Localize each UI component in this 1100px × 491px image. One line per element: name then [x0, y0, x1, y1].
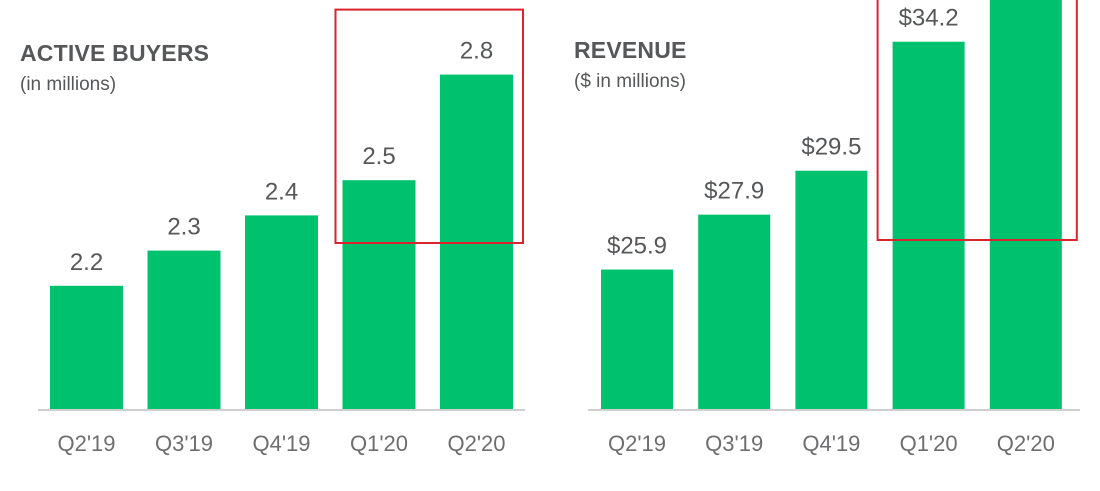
revenue-bar-chart: $25.9 Q2'19 $27.9 Q3'19 $29.5 Q4'19 $34.2 Q1'20…: [588, 0, 1080, 456]
x-tick-label: Q4'19: [252, 431, 310, 456]
x-tick-label: Q1'20: [350, 431, 408, 456]
bar-Q3'19: [698, 214, 771, 409]
x-tick-label: Q2'19: [57, 431, 115, 456]
bar-Q1'20: [342, 180, 416, 409]
bar-Q3'19: [147, 250, 221, 409]
chart-title: ACTIVE BUYERS: [20, 40, 210, 66]
x-tick-label: Q3'19: [155, 431, 213, 456]
bar-Q2'19: [601, 269, 673, 409]
data-label: 2.8: [460, 38, 493, 65]
data-label: $34.2: [899, 5, 959, 32]
bar-Q1'20: [892, 41, 965, 410]
chart-title: REVENUE: [574, 37, 687, 63]
data-label: 2.4: [265, 178, 298, 205]
chart-subtitle: ($ in millions): [574, 71, 686, 92]
bar-Q4'19: [795, 170, 868, 409]
data-label: $29.5: [801, 134, 861, 161]
data-label: 2.2: [70, 249, 103, 276]
x-tick-label: Q2'19: [608, 431, 666, 456]
revenue-chart-panel: REVENUE ($ in millions) $25.9 Q2'19 $27.9 Q…: [550, 0, 1100, 491]
data-label: $27.9: [704, 178, 764, 205]
bar-Q2'20: [989, 0, 1062, 409]
active-buyers-bar-chart: 2.2 Q2'19 2.3 Q3'19 2.4 Q4'19 2.5 Q1'20 2.8 Q2'20: [38, 8, 525, 456]
x-tick-label: Q1'20: [900, 431, 958, 456]
x-tick-label: Q2'20: [997, 431, 1055, 456]
bar-Q2'19: [50, 285, 123, 409]
active-buyers-chart-panel: ACTIVE BUYERS (in millions) 2.2 Q2'19 2.3 Q…: [20, 8, 525, 456]
x-tick-label: Q3'19: [705, 431, 763, 456]
x-tick-label: Q4'19: [802, 431, 860, 456]
data-label: 2.3: [167, 214, 200, 241]
bar-Q4'19: [245, 215, 318, 409]
chart-subtitle: (in millions): [20, 74, 117, 95]
bar-Q2'20: [440, 74, 513, 409]
highlight-box: [876, 0, 1078, 241]
data-label: 2.5: [362, 143, 395, 170]
highlight-box: [334, 8, 524, 244]
x-tick-label: Q2'20: [447, 431, 505, 456]
data-label: $25.9: [607, 233, 667, 260]
